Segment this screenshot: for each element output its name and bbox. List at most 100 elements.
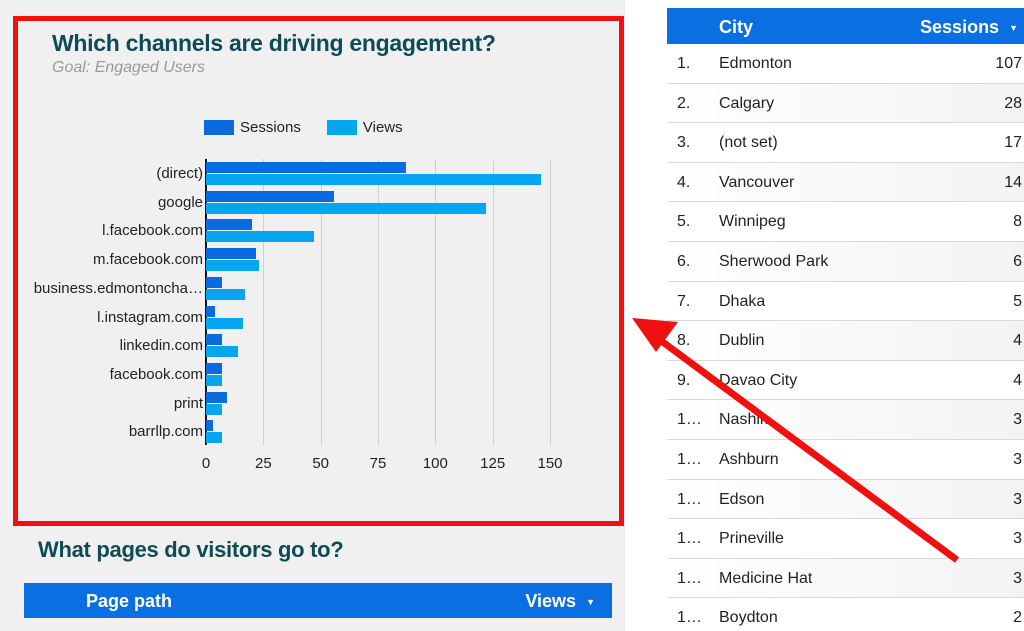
row-sessions-value: 14 — [1004, 173, 1022, 191]
row-rank: 8. — [677, 332, 691, 350]
row-sessions-value: 5 — [1013, 292, 1022, 310]
row-city-name: Edmonton — [719, 55, 792, 72]
table-row[interactable]: 1. Edmonton 107 — [667, 44, 1024, 84]
table-row[interactable]: 2. Calgary 28 — [667, 83, 1024, 124]
bar-views[interactable] — [206, 288, 245, 300]
row-sessions-value: 3 — [1013, 411, 1022, 429]
row-rank: 1… — [677, 450, 702, 468]
row-sessions-value: 4 — [1013, 332, 1022, 350]
table-row[interactable]: 8. Dublin 4 — [667, 321, 1024, 361]
bar-sessions[interactable] — [206, 190, 335, 202]
table-row[interactable]: 1… Nashik 3 — [667, 400, 1024, 440]
row-city-name: Nashik — [719, 411, 768, 429]
bar-chart-plot-area[interactable] — [205, 159, 566, 445]
row-city-name: Vancouver — [719, 173, 795, 191]
bar-views[interactable] — [206, 403, 223, 415]
row-sessions-value: 8 — [1013, 213, 1022, 231]
x-tick-label: 0 — [201, 455, 211, 472]
table-row[interactable]: 1… Ashburn 3 — [667, 440, 1024, 480]
bar-sessions[interactable] — [206, 248, 257, 260]
row-city-name: Ashburn — [719, 450, 779, 468]
row-sessions-value: 3 — [1013, 569, 1022, 587]
bar-sessions[interactable] — [206, 391, 227, 403]
row-sessions-value: 4 — [1013, 371, 1022, 389]
row-rank: 7. — [677, 292, 691, 310]
table-row[interactable]: 1… Boydton 2 — [667, 598, 1024, 631]
city-table-body: 1. Edmonton 107 2. Calgary 28 3. (not set) 17 4. V… — [667, 44, 1024, 631]
row-city-name: Calgary — [719, 94, 775, 112]
x-tick-label: 100 — [422, 455, 448, 472]
chart-title: Which channels are driving engagement? — [52, 30, 496, 56]
row-city-name: Sherwood Park — [719, 252, 829, 270]
sessions-swatch-icon — [204, 120, 234, 135]
row-city-name: Boydton — [719, 609, 778, 627]
legend-label: Views — [362, 119, 403, 136]
row-rank: 1… — [677, 569, 702, 587]
sort-descending-icon[interactable]: ▼ — [1009, 22, 1018, 33]
y-axis-line — [205, 159, 207, 445]
row-sessions-value: 28 — [1004, 94, 1022, 112]
bar-views[interactable] — [206, 231, 314, 243]
row-city-name: Prineville — [719, 530, 784, 548]
column-header-views[interactable]: Views ▼ — [525, 591, 595, 612]
column-header-page-path[interactable]: Page path — [86, 591, 173, 611]
legend-item-sessions[interactable]: Sessions — [204, 119, 301, 136]
gridline — [320, 159, 322, 445]
table-row[interactable]: 6. Sherwood Park 6 — [667, 241, 1024, 282]
bar-views[interactable] — [206, 432, 223, 444]
row-city-name: Winnipeg — [719, 213, 786, 231]
bar-views[interactable] — [206, 317, 243, 329]
bar-sessions[interactable] — [206, 276, 223, 288]
table-row[interactable]: 7. Dhaka 5 — [667, 282, 1024, 322]
row-sessions-value: 107 — [995, 55, 1022, 72]
row-city-name: Edson — [719, 490, 765, 508]
bar-sessions[interactable] — [206, 334, 223, 346]
row-city-name: Medicine Hat — [719, 569, 813, 587]
bar-views[interactable] — [206, 374, 223, 386]
panel-gap — [625, 0, 667, 631]
row-rank: 1… — [677, 609, 702, 627]
table-row[interactable]: 1… Edson 3 — [667, 479, 1024, 520]
row-city-name: (not set) — [719, 134, 778, 152]
row-sessions-value: 3 — [1013, 450, 1022, 468]
gridline — [435, 159, 437, 445]
bar-views[interactable] — [206, 202, 486, 214]
gridline — [550, 159, 551, 445]
row-rank: 3. — [677, 134, 691, 152]
bar-sessions[interactable] — [206, 420, 213, 432]
table-row[interactable]: 1… Medicine Hat 3 — [667, 558, 1024, 599]
bar-sessions[interactable] — [206, 305, 216, 317]
table-row[interactable]: 4. Vancouver 14 — [667, 162, 1024, 203]
row-sessions-value: 6 — [1013, 252, 1022, 270]
row-city-name: Dhaka — [719, 292, 766, 310]
row-rank: 9. — [677, 371, 691, 389]
highlight-rectangle — [13, 16, 624, 526]
x-tick-label: 150 — [537, 455, 563, 472]
row-rank: 6. — [677, 252, 691, 270]
x-tick-label: 75 — [369, 455, 387, 472]
bar-views[interactable] — [206, 260, 259, 272]
row-rank: 1… — [677, 411, 702, 429]
bar-sessions[interactable] — [206, 219, 252, 231]
legend-item-views[interactable]: Views — [326, 119, 403, 136]
sort-descending-icon[interactable]: ▼ — [586, 596, 595, 607]
gridline — [378, 159, 379, 445]
column-header-sessions[interactable]: Sessions ▼ — [920, 17, 1018, 38]
city-table-header: City Sessions ▼ — [667, 8, 1024, 44]
row-rank: 1. — [677, 55, 691, 72]
x-tick-label: 125 — [480, 455, 506, 472]
bar-views[interactable] — [206, 346, 239, 358]
bar-sessions[interactable] — [206, 162, 406, 173]
table-row[interactable]: 9. Davao City 4 — [667, 361, 1024, 401]
chart-subtitle: Goal: Engaged Users — [52, 59, 205, 76]
bar-views[interactable] — [206, 174, 541, 185]
table-row[interactable]: 1… Prineville 3 — [667, 519, 1024, 559]
bar-sessions[interactable] — [206, 362, 223, 374]
column-header-city[interactable]: City — [719, 17, 754, 37]
row-sessions-value: 17 — [1004, 134, 1022, 152]
table-row[interactable]: 5. Winnipeg 8 — [667, 202, 1024, 242]
row-rank: 5. — [677, 213, 691, 231]
table-row[interactable]: 3. (not set) 17 — [667, 123, 1024, 163]
row-rank: 1… — [677, 490, 702, 508]
row-rank: 2. — [677, 94, 691, 112]
